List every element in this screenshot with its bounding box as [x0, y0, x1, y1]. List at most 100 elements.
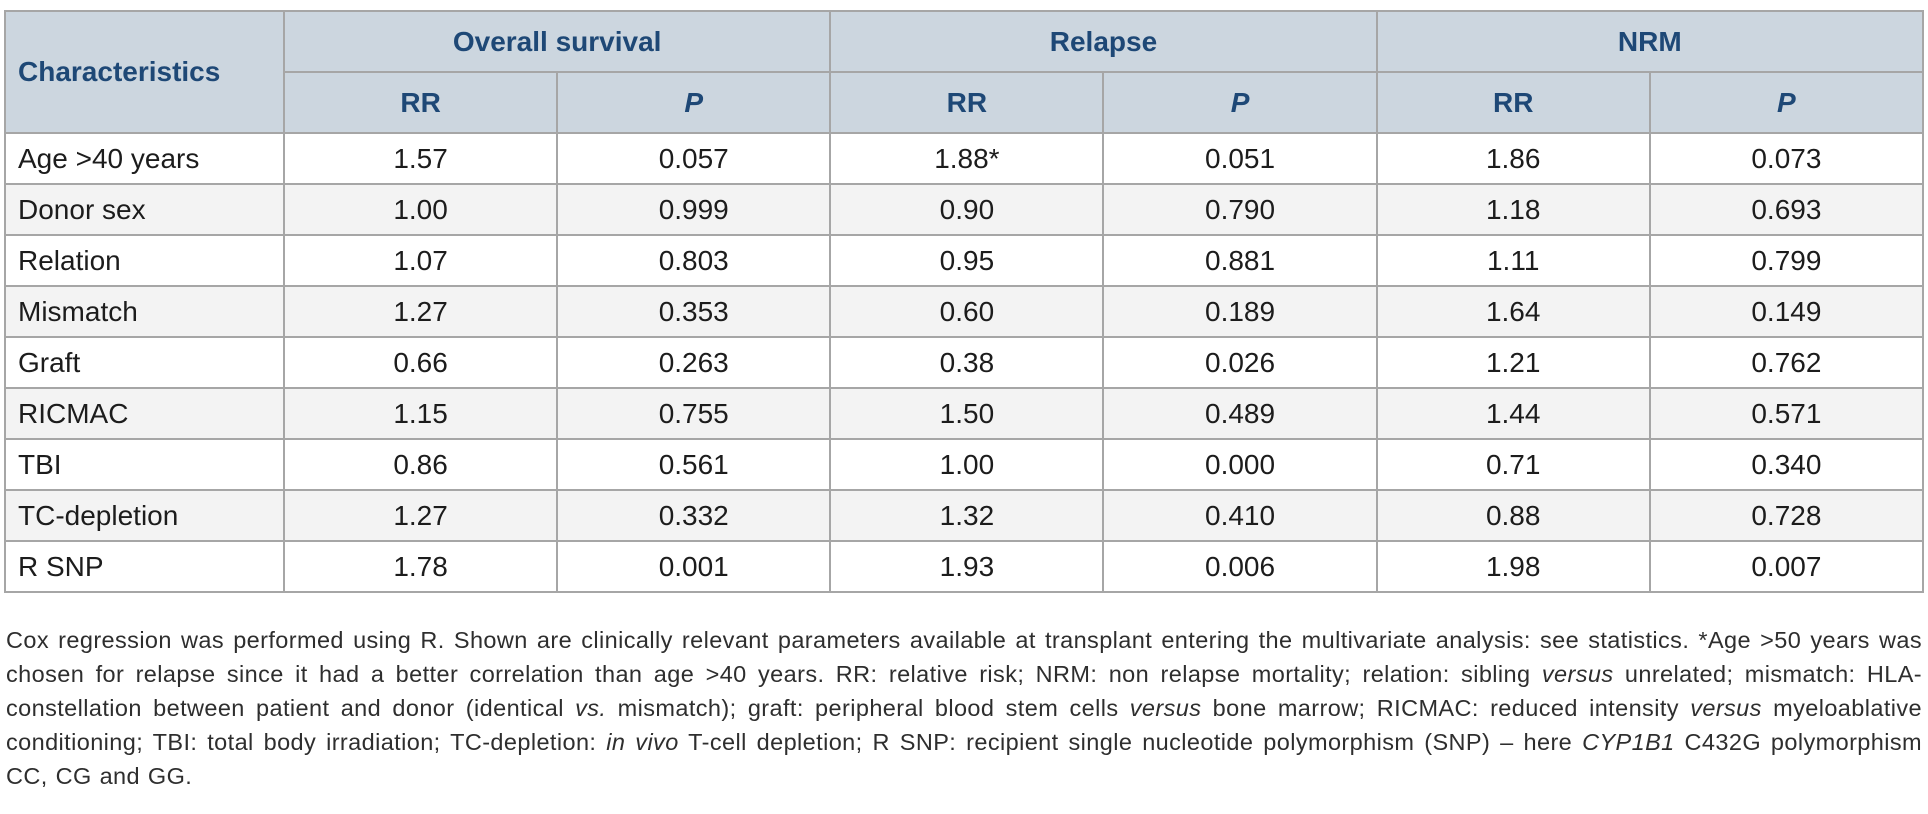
row-characteristic: Donor sex [4, 183, 285, 236]
row-characteristic: TBI [4, 438, 285, 491]
row-value-os_p: 0.332 [556, 489, 832, 542]
row-value-os_p: 0.057 [556, 132, 832, 185]
table-row: Donor sex 1.00 0.999 0.90 0.790 1.18 0.693 [4, 183, 1925, 236]
column-group-overall-survival: Overall survival [282, 10, 832, 73]
footnote-segment: C432G polymorphism CC, CG and GG. [6, 729, 1922, 789]
row-value-nrm_p: 0.728 [1648, 489, 1925, 542]
row-value-nrm_rr: 1.11 [1375, 234, 1651, 287]
row-value-nrm_rr: 0.71 [1375, 438, 1651, 491]
row-value-nrm_rr: 1.21 [1375, 336, 1651, 389]
row-value-os_p: 0.561 [556, 438, 832, 491]
row-characteristic: Mismatch [4, 285, 285, 338]
row-value-rel_p: 0.189 [1102, 285, 1378, 338]
subheader-os-rr: RR [282, 71, 559, 134]
column-group-relapse: Relapse [829, 10, 1378, 73]
row-value-rel_p: 0.881 [1102, 234, 1378, 287]
footnote-italic-segment: versus [1690, 695, 1762, 721]
column-header-characteristics: Characteristics [4, 10, 285, 134]
row-value-nrm_p: 0.799 [1648, 234, 1925, 287]
row-value-rel_p: 0.000 [1102, 438, 1378, 491]
row-value-rel_rr: 0.90 [829, 183, 1105, 236]
row-value-rel_p: 0.026 [1102, 336, 1378, 389]
row-value-rel_p: 0.790 [1102, 183, 1378, 236]
row-value-rel_rr: 0.95 [829, 234, 1105, 287]
header-sub-row: RR P RR P RR P [5, 71, 1925, 134]
row-value-nrm_p: 0.340 [1648, 438, 1925, 491]
footnote-segment: Cox regression was performed using R. Sh… [6, 627, 1922, 687]
row-value-rel_rr: 1.32 [829, 489, 1105, 542]
row-value-nrm_rr: 1.18 [1375, 183, 1651, 236]
row-value-nrm_rr: 1.44 [1375, 387, 1651, 440]
multivariate-analysis-table: Characteristics Overall survival Relapse… [4, 10, 1925, 593]
row-value-os_p: 0.001 [556, 540, 832, 593]
footnote-italic-segment: versus [1129, 695, 1202, 721]
row-value-rel_p: 0.410 [1102, 489, 1378, 542]
row-value-os_rr: 1.57 [282, 132, 559, 185]
row-value-os_rr: 0.86 [282, 438, 559, 491]
row-characteristic: Graft [4, 336, 285, 389]
row-value-os_rr: 1.78 [282, 540, 559, 593]
footnote-italic-segment: CYP1B1 [1582, 729, 1675, 755]
row-value-rel_rr: 1.88* [829, 132, 1105, 185]
table-body: Age >40 years 1.57 0.057 1.88* 0.051 1.86 0.07… [4, 132, 1925, 593]
table-row: Graft 0.66 0.263 0.38 0.026 1.21 0.762 [4, 336, 1925, 389]
row-value-nrm_rr: 1.98 [1375, 540, 1651, 593]
subheader-nrm-rr: RR [1375, 71, 1651, 134]
row-value-os_rr: 1.27 [282, 489, 559, 542]
row-value-os_rr: 1.00 [282, 183, 559, 236]
row-characteristic: Relation [4, 234, 285, 287]
row-value-rel_rr: 1.00 [829, 438, 1105, 491]
subheader-relapse-rr: RR [829, 71, 1105, 134]
row-value-nrm_rr: 0.88 [1375, 489, 1651, 542]
row-value-rel_p: 0.489 [1102, 387, 1378, 440]
table-row: TBI 0.86 0.561 1.00 0.000 0.71 0.340 [4, 438, 1925, 491]
table-header: Characteristics Overall survival Relapse… [4, 10, 1925, 134]
row-value-os_rr: 1.27 [282, 285, 559, 338]
row-characteristic: R SNP [4, 540, 285, 593]
row-characteristic: Age >40 years [4, 132, 285, 185]
subheader-relapse-p: P [1102, 71, 1378, 134]
row-characteristic: TC-depletion [4, 489, 285, 542]
row-value-nrm_rr: 1.86 [1375, 132, 1651, 185]
row-value-rel_p: 0.051 [1102, 132, 1378, 185]
row-value-rel_rr: 0.38 [829, 336, 1105, 389]
table-row: RICMAC 1.15 0.755 1.50 0.489 1.44 0.571 [4, 387, 1925, 440]
row-value-rel_p: 0.006 [1102, 540, 1378, 593]
footnote-segment: unrelated; mismatch: HLA-constellation b… [6, 661, 1922, 721]
table-row: TC-depletion 1.27 0.332 1.32 0.410 0.88 0.728 [4, 489, 1925, 542]
table-row: Age >40 years 1.57 0.057 1.88* 0.051 1.86 0.07… [4, 132, 1925, 185]
footnote: Cox regression was performed using R. Sh… [6, 623, 1922, 793]
row-value-os_p: 0.755 [556, 387, 832, 440]
subheader-os-p: P [556, 71, 832, 134]
footnote-segment: myeloablative conditioning; TBI: total b… [6, 695, 1922, 755]
row-value-rel_rr: 1.50 [829, 387, 1105, 440]
row-value-os_rr: 1.15 [282, 387, 559, 440]
footnote-segment: mismatch); graft: peripheral blood stem … [606, 695, 1130, 721]
column-group-nrm: NRM [1375, 10, 1925, 73]
table-row: Relation 1.07 0.803 0.95 0.881 1.11 0.799 [4, 234, 1925, 287]
row-value-os_p: 0.803 [556, 234, 832, 287]
table-row: R SNP 1.78 0.001 1.93 0.006 1.98 0.007 [4, 540, 1925, 593]
row-value-nrm_p: 0.007 [1648, 540, 1925, 593]
row-value-os_rr: 0.66 [282, 336, 559, 389]
table-row: Mismatch 1.27 0.353 0.60 0.189 1.64 0.149 [4, 285, 1925, 338]
row-value-os_p: 0.353 [556, 285, 832, 338]
footnote-segment: bone marrow; RICMAC: reduced intensity [1201, 695, 1691, 721]
row-value-rel_rr: 0.60 [829, 285, 1105, 338]
row-value-rel_rr: 1.93 [829, 540, 1105, 593]
row-value-nrm_p: 0.693 [1648, 183, 1925, 236]
footnote-italic-segment: versus [1541, 661, 1614, 687]
footnote-italic-segment: vs. [575, 695, 607, 721]
row-value-nrm_p: 0.571 [1648, 387, 1925, 440]
footnote-italic-segment: in vivo [606, 729, 679, 755]
header-group-row: Characteristics Overall survival Relapse… [4, 10, 1925, 134]
row-characteristic: RICMAC [4, 387, 285, 440]
row-value-nrm_p: 0.149 [1648, 285, 1925, 338]
subheader-nrm-p: P [1648, 71, 1925, 134]
row-value-os_p: 0.263 [556, 336, 832, 389]
row-value-os_rr: 1.07 [282, 234, 559, 287]
row-value-nrm_rr: 1.64 [1375, 285, 1651, 338]
row-value-nrm_p: 0.762 [1648, 336, 1925, 389]
row-value-os_p: 0.999 [556, 183, 832, 236]
